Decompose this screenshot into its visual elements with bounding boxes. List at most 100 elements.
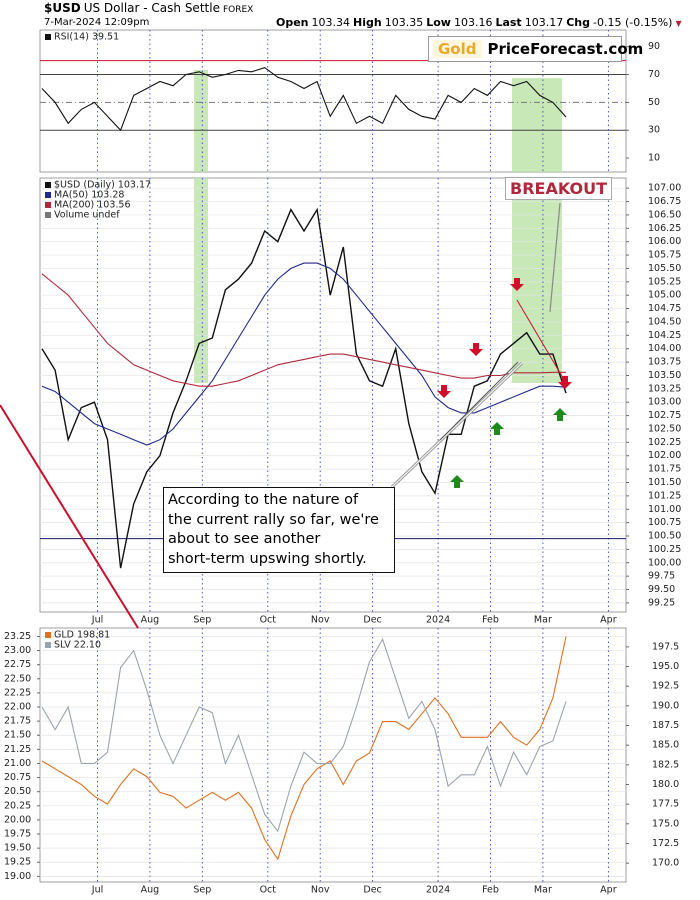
y-tick-label: 102.00: [648, 450, 681, 461]
x-tick-label: Mar: [534, 885, 552, 896]
x-tick-label: Oct: [260, 615, 277, 626]
quote-value: 103.17: [524, 16, 564, 29]
y2-tick-label: 187.5: [652, 720, 679, 731]
panel-frame: [39, 177, 627, 613]
x-tick-label: Feb: [482, 885, 499, 896]
y-tick-label: 21.50: [4, 730, 31, 741]
y-tick-label: 20.25: [4, 800, 31, 811]
x-tick-label: Feb: [482, 615, 499, 626]
note-line: the current rally so far, we're: [168, 511, 379, 528]
up-arrow: [450, 475, 464, 488]
pointer-line: [391, 362, 523, 488]
y-tick-label: 23.00: [4, 645, 31, 656]
panel-frame: [39, 627, 627, 883]
legend-label: GLD 198.81: [54, 630, 110, 641]
y-tick-label: 102.50: [648, 423, 681, 434]
y-tick-label: 103.25: [648, 383, 681, 394]
y-tick-label: 99.50: [648, 584, 675, 595]
logo-site: PriceForecast.com: [487, 40, 644, 58]
series-line: [41, 636, 567, 861]
y-tick-label: 104.25: [648, 330, 681, 341]
y2-tick-label: 197.5: [652, 641, 679, 652]
y2-tick-label: 192.5: [652, 681, 679, 692]
quote-label: Open: [276, 16, 309, 29]
y-tick-label: 50: [648, 97, 660, 108]
series-line: [41, 262, 567, 446]
quote-label: Low: [426, 16, 451, 29]
series-line: [41, 273, 566, 387]
x-tick-label: Aug: [141, 885, 160, 896]
y-tick-label: 10: [648, 153, 660, 164]
y-tick-label: 22.75: [4, 659, 31, 670]
legend-label: $USD (Daily) 103.17: [54, 180, 151, 191]
pointer-line: [549, 202, 561, 313]
y-tick-label: 105.75: [648, 250, 681, 261]
y-tick-label: 22.00: [4, 702, 31, 713]
y-tick-label: 20.00: [4, 814, 31, 825]
y-tick-label: 22.50: [4, 673, 31, 684]
x-tick-label: Apr: [600, 615, 617, 626]
title-row: $USD US Dollar - Cash Settle FOREX: [44, 1, 256, 15]
trend-line: [516, 299, 564, 379]
series-line: [41, 66, 567, 132]
quote-value: 103.34: [311, 16, 351, 29]
instrument: US Dollar - Cash Settle: [83, 1, 220, 15]
x-tick-label: Sep: [193, 885, 211, 896]
symbol: $USD: [44, 1, 81, 15]
y-tick-label: 101.50: [648, 477, 681, 488]
y-tick-label: 19.75: [4, 829, 31, 840]
up-arrow: [553, 408, 567, 421]
y-tick-label: 107.00: [648, 183, 681, 194]
y-tick-label: 102.25: [648, 437, 681, 448]
y-tick-label: 23.25: [4, 631, 31, 642]
series-line: [41, 637, 567, 833]
legend-swatch: [45, 34, 51, 40]
y-tick-label: 103.75: [648, 357, 681, 368]
breakout-label: BREAKOUT: [505, 177, 613, 200]
y-tick-label: 19.00: [4, 871, 31, 882]
y-tick-label: 21.00: [4, 758, 31, 769]
y-tick-label: 90: [648, 41, 660, 52]
x-tick-label: Jul: [91, 615, 103, 626]
exchange: FOREX: [222, 5, 254, 15]
logo: Gold PriceForecast.com: [428, 36, 643, 62]
legend-swatch: [45, 182, 51, 188]
x-tick-label: 2024: [426, 885, 450, 896]
legend-label: SLV 22.10: [54, 640, 101, 651]
note-line: short-term upswing shortly.: [168, 550, 367, 567]
y2-tick-label: 180.0: [652, 779, 679, 790]
y-tick-label: 101.00: [648, 504, 681, 515]
legend-label: MA(50) 103.28: [54, 190, 124, 201]
legend-swatch: [45, 642, 51, 648]
x-tick-label: Apr: [600, 885, 617, 896]
y-tick-label: 70: [648, 69, 660, 80]
x-tick-label: Dec: [363, 615, 381, 626]
timestamp: 7-Mar-2024 12:09pm: [44, 17, 150, 28]
logo-gold: Gold: [433, 40, 482, 58]
y-tick-label: 100.00: [648, 557, 681, 568]
trend-line: [439, 361, 519, 441]
y-tick-label: 100.25: [648, 544, 681, 555]
y-tick-label: 104.75: [648, 303, 681, 314]
y2-tick-label: 190.0: [652, 700, 679, 711]
x-tick-label: 2024: [426, 615, 450, 626]
x-tick-label: Dec: [363, 885, 381, 896]
y2-tick-label: 175.0: [652, 818, 679, 829]
y-tick-label: 19.50: [4, 843, 31, 854]
quote-label: High: [353, 16, 382, 29]
y-tick-label: 105.00: [648, 290, 681, 301]
series-line: [41, 207, 567, 569]
note-line: According to the nature of: [168, 492, 359, 508]
legend-swatch: [45, 192, 51, 198]
up-arrow: [490, 422, 504, 435]
quote-value: -0.15 (-0.15%): [592, 16, 673, 29]
y-tick-label: 100.75: [648, 517, 681, 528]
x-tick-label: Sep: [193, 615, 211, 626]
highlight-zone: [194, 70, 208, 172]
legend-label: RSI(14) 39.51: [54, 32, 119, 43]
y-tick-label: 101.25: [648, 490, 681, 501]
y2-tick-label: 195.0: [652, 661, 679, 672]
down-arrow: [510, 278, 524, 291]
highlight-zone: [512, 78, 562, 172]
